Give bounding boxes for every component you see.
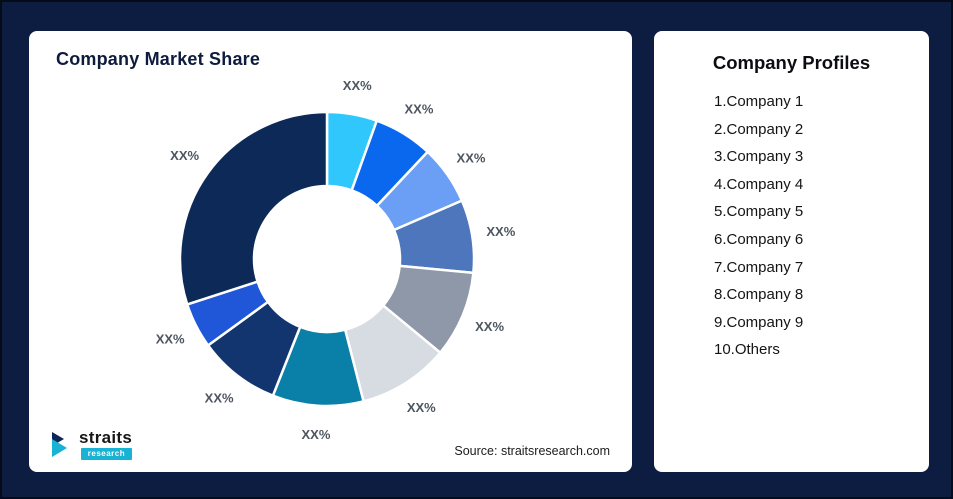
slice-label-5: XX% [475,319,504,334]
profile-item: 2.Company 2 [714,120,804,138]
slice-label-9: XX% [156,331,185,346]
donut-chart: XX% XX% XX% XX% XX% XX% XX% XX% XX% XX% [156,78,516,442]
profile-item: 10.Others [714,341,780,359]
slice-label-10: XX% [170,148,199,163]
logo-tagline: research [80,448,133,460]
company-profiles-card: Company Profiles 1.Company 1 2.Company 2… [654,31,929,472]
market-share-card: Company Market Share XX% XX% XX% XX% XX% XX% X… [29,31,632,472]
slice-label-8: XX% [205,391,234,406]
logo-wordmark: straits [79,428,133,447]
slice-label-3: XX% [457,150,486,165]
slice-label-2: XX% [405,101,434,116]
source-attribution: Source: straitsresearch.com [454,444,610,458]
slice-label-7: XX% [301,427,330,442]
profile-item: 8.Company 8 [714,286,804,304]
slice-label-4: XX% [486,224,515,239]
profile-item: 5.Company 5 [714,203,804,221]
logo-text: straits research [79,428,133,460]
slice-label-6: XX% [407,400,436,415]
chart-title: Company Market Share [56,49,261,69]
profile-item: 7.Company 7 [714,258,804,276]
profile-item: 1.Company 1 [714,93,804,110]
profile-item: 4.Company 4 [714,175,804,193]
straits-logo-icon [52,431,67,457]
profiles-list: 1.Company 1 2.Company 2 3.Company 3 4.Co… [654,88,929,364]
donut-slice-10 [178,110,329,306]
profile-item: 6.Company 6 [714,230,804,248]
slice-label-1: XX% [343,78,372,93]
straits-research-logo: straits research [51,428,133,460]
profile-item: 9.Company 9 [714,313,804,331]
profiles-title: Company Profiles [712,52,871,73]
profile-item: 3.Company 3 [714,148,804,166]
